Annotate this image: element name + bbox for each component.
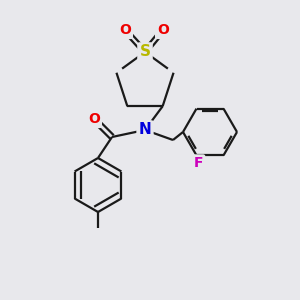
Text: O: O [88,112,100,126]
Text: F: F [194,156,203,170]
Text: O: O [119,23,131,37]
Text: S: S [140,44,151,59]
Text: O: O [157,23,169,37]
Text: N: N [139,122,152,137]
